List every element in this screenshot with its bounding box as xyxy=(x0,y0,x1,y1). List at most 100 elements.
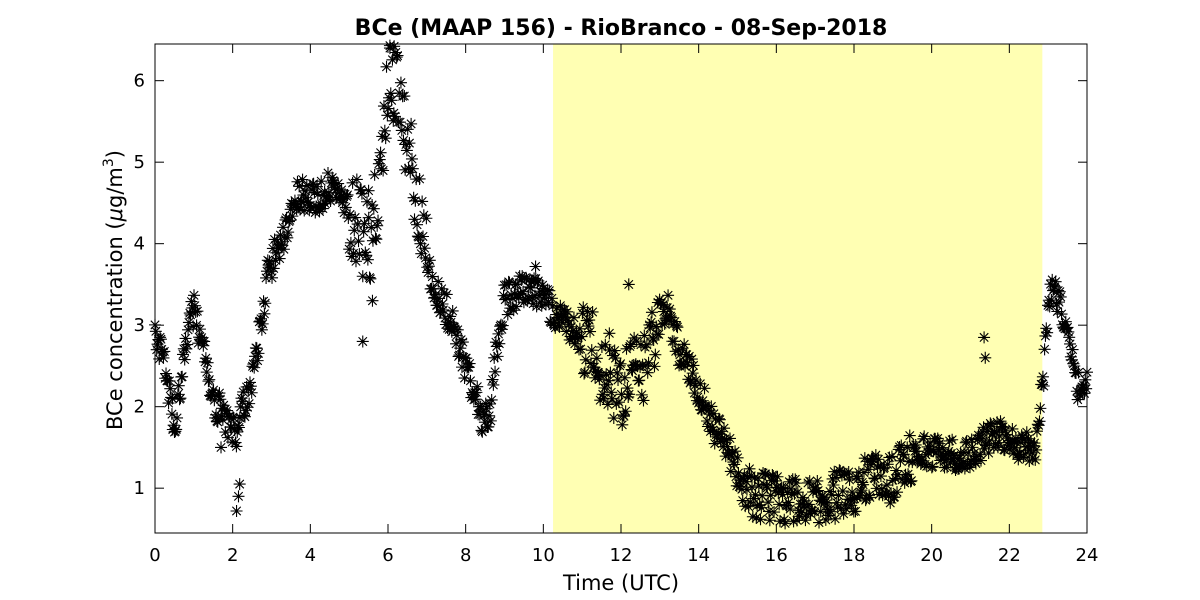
data-point xyxy=(622,278,635,291)
data-point xyxy=(559,310,572,323)
data-point xyxy=(398,90,411,103)
data-point xyxy=(1059,315,1072,328)
data-point xyxy=(198,335,211,348)
data-point xyxy=(727,456,740,469)
data-point xyxy=(900,473,913,486)
y-axis-label-mu: μ xyxy=(103,208,127,222)
data-point xyxy=(685,353,698,366)
x-tick-label: 20 xyxy=(920,545,943,566)
data-point xyxy=(416,195,429,208)
data-point xyxy=(1041,326,1054,339)
y-axis-label-main: BCe concentration ( xyxy=(103,221,127,430)
data-point xyxy=(888,491,901,504)
data-point xyxy=(237,385,250,398)
data-point xyxy=(761,481,774,494)
data-point xyxy=(344,208,357,221)
data-point xyxy=(404,166,417,179)
x-tick-label: 6 xyxy=(382,545,393,566)
data-point xyxy=(201,356,214,369)
data-point xyxy=(277,243,290,256)
data-point xyxy=(352,235,365,248)
data-point xyxy=(691,391,704,404)
data-point xyxy=(232,490,245,503)
data-point xyxy=(579,353,592,366)
data-point xyxy=(166,392,179,405)
data-point xyxy=(834,464,847,477)
data-point xyxy=(510,300,523,313)
data-point xyxy=(343,243,356,256)
data-point xyxy=(970,450,983,463)
data-point xyxy=(211,415,224,428)
data-point xyxy=(320,190,333,203)
data-point xyxy=(310,200,323,213)
data-point xyxy=(525,275,538,288)
data-point xyxy=(507,304,520,317)
data-markers xyxy=(149,39,1093,530)
data-point xyxy=(645,316,658,329)
data-point xyxy=(708,437,721,450)
data-point xyxy=(846,486,859,499)
data-point xyxy=(478,416,491,429)
data-point xyxy=(875,482,888,495)
data-point xyxy=(902,468,915,481)
data-point xyxy=(728,458,741,471)
data-point xyxy=(943,434,956,447)
data-point xyxy=(189,305,202,318)
data-point xyxy=(661,301,674,314)
data-point xyxy=(385,94,398,107)
data-point xyxy=(790,514,803,527)
data-point xyxy=(493,337,506,350)
data-point xyxy=(506,292,519,305)
data-point xyxy=(518,272,531,285)
data-point xyxy=(759,467,772,480)
data-point xyxy=(912,453,925,466)
data-point xyxy=(377,164,390,177)
data-point xyxy=(595,341,608,354)
data-point xyxy=(384,87,397,100)
data-point xyxy=(196,334,209,347)
data-point xyxy=(940,453,953,466)
data-point xyxy=(849,505,862,518)
data-point xyxy=(742,500,755,513)
data-point xyxy=(406,162,419,175)
data-point xyxy=(535,299,548,312)
data-point xyxy=(256,317,269,330)
data-point xyxy=(864,458,877,471)
y-tick-label: 1 xyxy=(134,478,145,499)
data-point xyxy=(432,275,445,288)
data-point xyxy=(574,343,587,356)
data-point xyxy=(205,388,218,401)
data-point xyxy=(282,226,295,239)
data-point xyxy=(388,40,401,53)
data-point xyxy=(414,237,427,250)
data-point xyxy=(768,474,781,487)
data-point xyxy=(605,386,618,399)
data-point xyxy=(409,194,422,207)
data-point xyxy=(172,379,185,392)
data-point xyxy=(724,465,737,478)
data-point xyxy=(191,305,204,318)
data-point xyxy=(370,233,383,246)
data-point xyxy=(679,360,692,373)
data-point xyxy=(807,486,820,499)
data-point xyxy=(585,344,598,357)
data-point xyxy=(521,294,534,307)
data-point xyxy=(824,485,837,498)
data-point xyxy=(212,390,225,403)
data-point xyxy=(1049,275,1062,288)
data-point xyxy=(631,360,644,373)
data-point xyxy=(400,138,413,151)
data-point xyxy=(416,230,429,243)
data-point xyxy=(236,395,249,408)
data-point xyxy=(180,342,193,355)
data-point xyxy=(515,274,528,287)
data-point xyxy=(156,346,169,359)
data-point xyxy=(663,303,676,316)
data-point xyxy=(720,434,733,447)
data-point xyxy=(654,298,667,311)
data-point xyxy=(368,168,381,181)
data-point xyxy=(1079,373,1092,386)
data-point xyxy=(946,433,959,446)
data-point xyxy=(792,504,805,517)
data-point xyxy=(365,221,378,234)
